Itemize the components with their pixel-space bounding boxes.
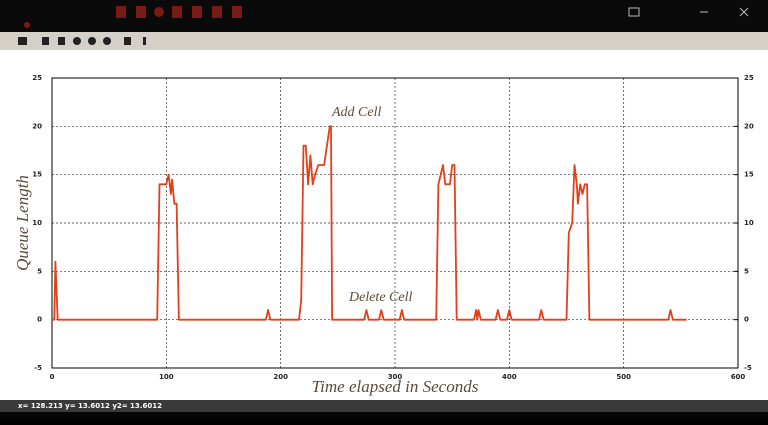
x-tick-label: 500 [616,373,631,381]
y-tick-label: 25 [32,74,42,82]
x-tick-label: 400 [502,373,517,381]
y-tick-label: 5 [37,267,42,275]
title-bar [0,0,768,32]
y-tick-label: -5 [34,364,42,372]
x-axis-label: Time elapsed in Seconds [312,377,479,396]
plot-area [0,50,768,400]
y-tick-label: 20 [32,122,42,130]
plot-window: x= 128.213 y= 13.6012 y2= 13.6012 Add Ce… [0,0,768,421]
y2-tick-label: 25 [744,74,754,82]
page: x= 128.213 y= 13.6012 y2= 13.6012 Add Ce… [0,0,768,421]
x-tick-label: 600 [731,373,746,381]
x-tick-label: 200 [273,373,288,381]
annotation: Delete Cell [348,290,412,305]
y2-tick-label: 10 [744,219,754,227]
y2-tick-label: 0 [744,316,749,324]
y2-tick-label: 5 [744,267,749,275]
taskbar [0,412,768,421]
status-text: x= 128.213 y= 13.6012 y2= 13.6012 [18,402,162,410]
annotation: Add Cell [331,105,381,120]
y-axis-label: Queue Length [13,175,32,271]
y-tick-label: 0 [37,316,42,324]
x-tick-label: 0 [50,373,55,381]
y2-tick-label: -5 [744,364,752,372]
toolbar [0,32,768,50]
y2-tick-label: 20 [744,122,754,130]
y-tick-label: 10 [32,219,42,227]
y2-tick-label: 15 [744,171,754,179]
x-tick-label: 100 [159,373,174,381]
y-tick-label: 15 [32,171,42,179]
